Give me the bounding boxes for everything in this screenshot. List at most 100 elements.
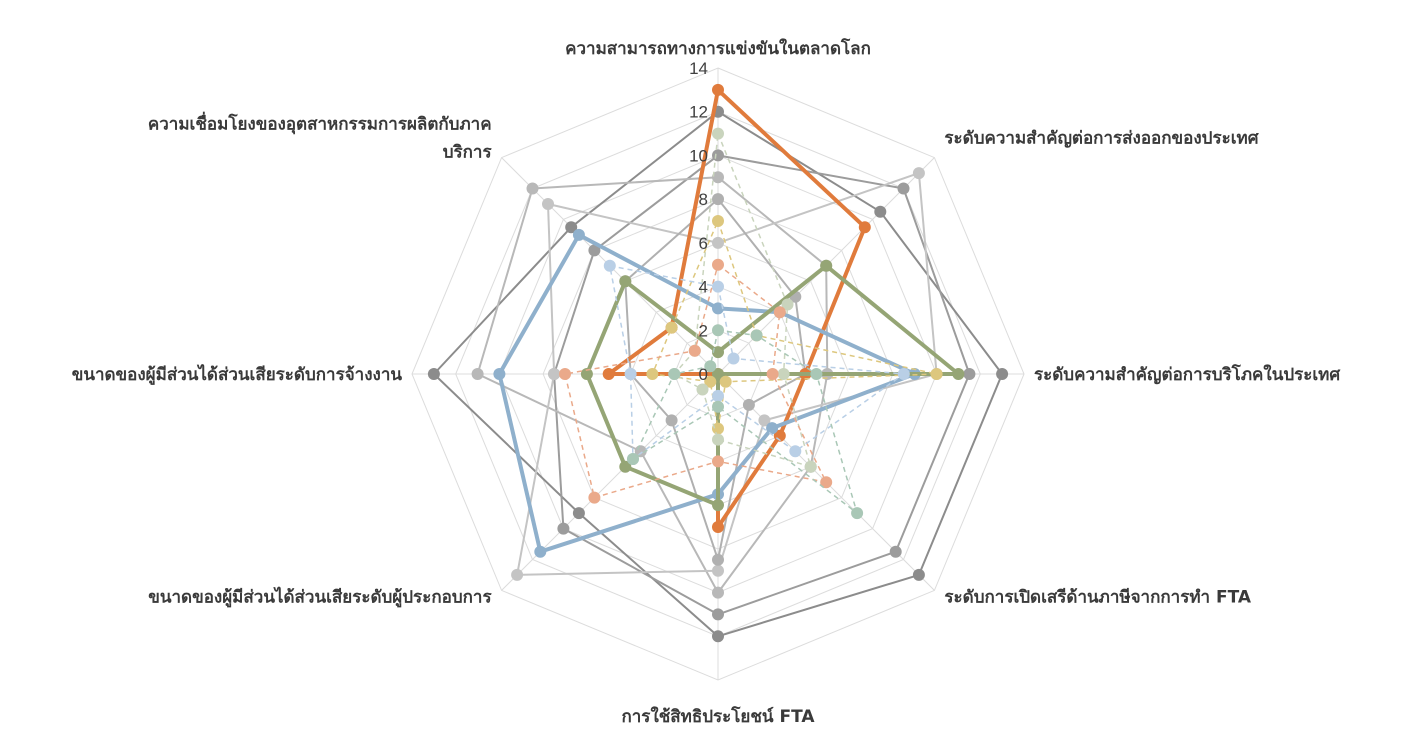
series-1-point-6 (572, 507, 585, 520)
series-3-point-8 (526, 182, 539, 195)
series-3 (471, 171, 834, 599)
series-8-point-3 (952, 368, 965, 380)
series-11-point-5 (712, 455, 724, 468)
series-5-point-6 (665, 414, 678, 427)
series-7-point-7 (493, 368, 506, 380)
series-8 (580, 259, 965, 512)
series-7-point-6 (534, 545, 547, 558)
axis-label-3-line-1: ระดับความสำคัญต่อการบริโภคในประเทศ (1034, 364, 1341, 385)
series-2-point-3 (963, 368, 976, 380)
series-2-point-4 (889, 545, 902, 558)
series-12-point-2 (727, 352, 740, 365)
series-2-point-6 (557, 522, 570, 535)
series-9-point-4 (719, 375, 732, 388)
series-13 (627, 324, 864, 520)
series-12-point-4 (789, 445, 802, 458)
tick-label-14: 14 (689, 59, 708, 78)
axis-label-1-line-1: ความสามารถทางการแข่งขันในตลาดโลก (565, 38, 871, 59)
axis-label-4: ระดับการเปิดเสรีด้านภาษีจากการทำ FTA (944, 586, 1252, 607)
series-4-point-4 (758, 414, 771, 427)
series-8-point-6 (619, 460, 632, 473)
series-4-point-2 (912, 167, 925, 180)
series-8-point-5 (712, 499, 724, 512)
series-4-point-8 (542, 198, 554, 210)
series-1-point-7 (427, 368, 440, 380)
series-9-point-6 (704, 375, 717, 388)
series-9-line (651, 220, 938, 430)
axis-label-7: ขนาดของผู้มีส่วนได้ส่วนเสียระดับการจ้างง… (72, 364, 403, 386)
tick-label-2: 2 (699, 321, 708, 340)
axis-label-5: การใช้สิทธิประโยชน์ FTA (621, 706, 815, 727)
series-2-point-8 (588, 244, 601, 257)
series-1-point-3 (996, 368, 1009, 380)
series-12-point-1 (712, 280, 724, 293)
series-5-point-5 (712, 553, 724, 566)
tick-label-8: 8 (699, 190, 708, 209)
series-4-point-1 (712, 236, 724, 249)
tick-layer: 0 2 4 6 8 10 12 14 (689, 59, 708, 384)
series-11-point-2 (773, 306, 786, 319)
series-8-point-4 (712, 368, 724, 380)
axis-label-3: ระดับความสำคัญต่อการบริโภคในประเทศ (1034, 364, 1341, 385)
series-9-point-5 (712, 422, 724, 435)
series-11-point-7 (559, 368, 571, 380)
series-13-point-7 (668, 368, 681, 380)
series-9-point-7 (646, 368, 659, 380)
series-layer (427, 83, 1009, 643)
series-1-point-8 (565, 221, 578, 234)
series-1 (427, 105, 1009, 643)
series-6-point-7 (602, 368, 615, 380)
axis-label-8-line-1: ความเชื่อมโยงของอุตสาหกรรมการผลิตกับภาค (148, 112, 492, 135)
series-10-point-4 (804, 460, 817, 473)
axis-label-1: ความสามารถทางการแข่งขันในตลาดโลก (565, 38, 871, 59)
series-3-line (476, 176, 829, 594)
series-12-point-8 (603, 259, 616, 272)
axis-label-6: ขนาดของผู้มีส่วนได้ส่วนเสียระดับผู้ประกอ… (148, 586, 492, 608)
series-10-line (673, 132, 812, 468)
series-9-point-8 (665, 321, 678, 334)
axis-label-8-line-2: บริการ (443, 143, 493, 163)
label-layer: ความสามารถทางการแข่งขันในตลาดโลกระดับควา… (72, 38, 1342, 727)
series-11-point-4 (820, 476, 833, 489)
series-12-point-3 (897, 368, 910, 380)
series-2-point-2 (897, 182, 910, 195)
series-11-point-6 (588, 491, 601, 504)
series-13-point-6 (627, 453, 639, 465)
series-10-point-3 (777, 368, 790, 380)
series-8-line (584, 263, 961, 508)
series-1-point-5 (712, 630, 724, 643)
series-13-point-1 (712, 324, 724, 337)
series-4-point-7 (548, 368, 561, 380)
series-10-point-2 (781, 298, 794, 311)
series-3-point-1 (712, 171, 724, 184)
series-2 (548, 149, 976, 621)
series-11-point-1 (712, 258, 724, 271)
series-2-point-5 (712, 608, 724, 621)
series-7-point-8 (572, 228, 585, 241)
series-9-point-3 (930, 368, 943, 380)
series-12-point-7 (624, 368, 637, 380)
series-13-line (632, 329, 858, 514)
series-7-point-4 (766, 422, 779, 435)
series-2-point-1 (712, 149, 724, 162)
series-5-point-4 (742, 398, 755, 411)
tick-label-10: 10 (689, 146, 708, 165)
series-11-point-8 (688, 344, 701, 357)
series-1-point-4 (912, 568, 925, 581)
series-4-point-5 (712, 564, 724, 577)
axis-label-2-line-1: ระดับความสำคัญต่อการส่งออกของประเทศ (944, 129, 1259, 149)
series-13-point-4 (851, 507, 864, 520)
series-1-point-2 (874, 205, 887, 218)
series-6-point-1 (712, 83, 724, 96)
tick-label-4: 4 (699, 278, 708, 297)
axis-label-7-line-1: ขนาดของผู้มีส่วนได้ส่วนเสียระดับการจ้างง… (72, 364, 403, 386)
axis-label-4-line-1: ระดับการเปิดเสรีด้านภาษีจากการทำ FTA (944, 586, 1252, 607)
series-7-point-1 (712, 302, 724, 315)
axis-label-5-line-1: การใช้สิทธิประโยชน์ FTA (621, 706, 815, 727)
series-10-point-1 (712, 127, 724, 140)
series-9-point-1 (712, 215, 724, 227)
tick-label-6: 6 (699, 234, 708, 253)
series-6-point-5 (712, 521, 724, 533)
series-11-point-3 (766, 368, 779, 380)
